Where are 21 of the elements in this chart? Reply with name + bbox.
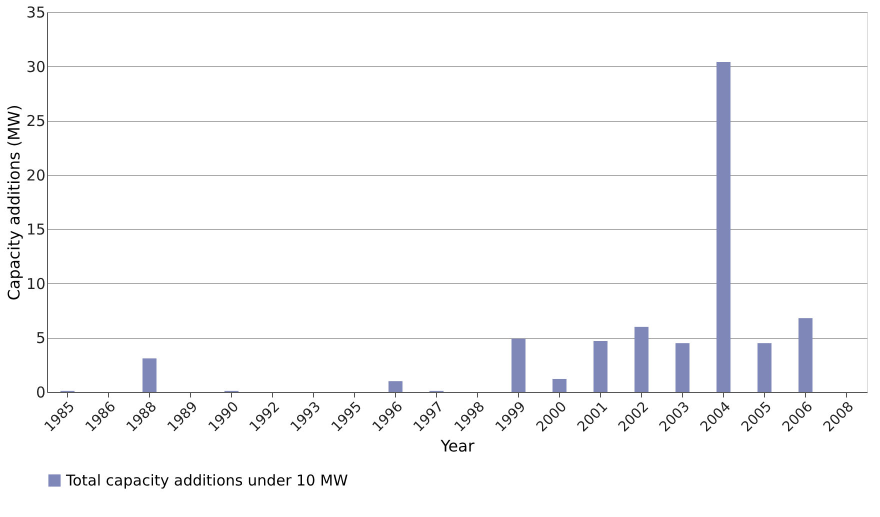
bar [676, 343, 690, 392]
y-tick-label: 15 [26, 220, 46, 239]
bar [388, 381, 402, 392]
y-tick-label: 20 [26, 166, 46, 184]
x-axis-title: Year [440, 436, 475, 456]
y-tick-label: 0 [36, 384, 46, 402]
y-axis-title: Capacity additions (MW) [4, 104, 24, 300]
bar [758, 343, 772, 392]
bar [512, 338, 526, 392]
y-tick-label: 25 [26, 112, 46, 130]
y-tick-label: 5 [36, 329, 46, 348]
y-tick-label: 30 [26, 58, 46, 76]
bar [594, 340, 608, 392]
bar [142, 358, 156, 392]
y-tick-label: 35 [26, 4, 46, 22]
bar [552, 378, 566, 392]
y-tick-label: 10 [26, 274, 46, 293]
bar [634, 326, 648, 392]
legend-label: Total capacity additions under 10 MW [65, 472, 348, 490]
bar [716, 62, 730, 392]
bar [798, 318, 812, 392]
